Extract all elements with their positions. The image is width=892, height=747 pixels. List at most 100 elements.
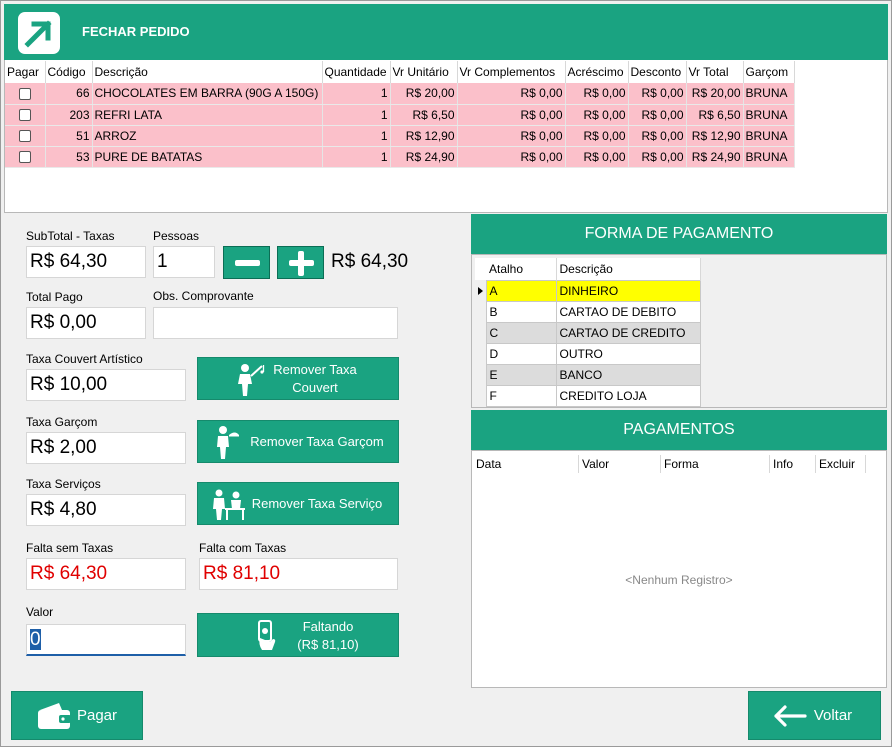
col-valor[interactable]: Valor <box>579 455 661 473</box>
taxa-couvert-field[interactable]: R$ 10,00 <box>26 369 186 401</box>
header-bar: FECHAR PEDIDO <box>4 4 888 60</box>
garcom-cell: BRUNA <box>743 104 795 126</box>
vr-total-cell: R$ 24,90 <box>686 146 744 168</box>
codigo-cell: 203 <box>45 104 93 126</box>
col-data[interactable]: Data <box>473 455 579 473</box>
empty-state-text: <Nenhum Registro> <box>625 573 733 587</box>
atalho-cell: C <box>485 321 557 344</box>
pagar-checkbox[interactable] <box>18 109 31 122</box>
col-atalho[interactable]: Atalho <box>486 258 557 280</box>
table-row[interactable]: 53 PURE DE BATATAS 1 R$ 24,90 R$ 0,00 R$… <box>5 146 795 168</box>
col-descricao[interactable]: Descrição <box>92 61 323 83</box>
remover-couvert-label-1: Remover Taxa <box>273 362 357 377</box>
pagar-checkbox[interactable] <box>18 130 31 143</box>
quantidade-cell: 1 <box>322 125 391 147</box>
remover-taxa-garcom-button[interactable]: Remover Taxa Garçom <box>197 420 399 463</box>
descricao-cell: OUTRO <box>555 342 701 365</box>
table-row[interactable]: 66 CHOCOLATES EM BARRA (90G A 150G) 1 R$… <box>5 83 795 105</box>
garcom-cell: BRUNA <box>743 146 795 168</box>
col-vr-unitario[interactable]: Vr Unitário <box>390 61 458 83</box>
atalho-cell: D <box>485 342 557 365</box>
list-item[interactable]: E BANCO <box>475 363 701 386</box>
order-table: Pagar Código Descrição Quantidade Vr Uni… <box>4 60 888 213</box>
table-row[interactable]: 203 REFRI LATA 1 R$ 6,50 R$ 0,00 R$ 0,00… <box>5 104 795 126</box>
forma-pagamento-table: Atalho Descrição A DINHEIRO B CARTAO DE … <box>471 254 887 408</box>
list-item[interactable]: C CARTAO DE CREDITO <box>475 321 701 344</box>
vr-complementos-cell: R$ 0,00 <box>457 125 566 147</box>
falta-com-taxas-field: R$ 81,10 <box>199 558 398 590</box>
valor-label: Valor <box>26 605 54 619</box>
pagar-label: Pagar <box>76 707 118 724</box>
col-info[interactable]: Info <box>770 455 816 473</box>
remover-servico-label: Remover Taxa Serviço <box>251 496 383 511</box>
col-quantidade[interactable]: Quantidade <box>322 61 391 83</box>
vr-complementos-cell: R$ 0,00 <box>457 83 566 105</box>
arrow-left-icon <box>774 705 807 727</box>
total-pago-label: Total Pago <box>26 290 83 304</box>
app-logo-icon <box>18 12 60 54</box>
desconto-cell: R$ 0,00 <box>628 104 687 126</box>
col-excluir[interactable]: Excluir <box>816 455 866 473</box>
col-desconto[interactable]: Desconto <box>628 61 687 83</box>
desconto-cell: R$ 0,00 <box>628 83 687 105</box>
waiter-icon <box>217 426 239 459</box>
taxa-garcom-label: Taxa Garçom <box>26 415 98 429</box>
valor-input[interactable]: 0 <box>26 624 186 656</box>
codigo-cell: 51 <box>45 125 93 147</box>
total-pago-field[interactable]: R$ 0,00 <box>26 307 146 339</box>
vr-unitario-cell: R$ 6,50 <box>390 104 458 126</box>
table-header-row: Pagar Código Descrição Quantidade Vr Uni… <box>5 61 795 83</box>
falta-com-taxas-label: Falta com Taxas <box>199 541 287 555</box>
voltar-label: Voltar <box>813 707 853 724</box>
list-item[interactable]: A DINHEIRO <box>475 279 701 302</box>
col-descricao[interactable]: Descrição <box>556 258 701 280</box>
vr-unitario-cell: R$ 20,00 <box>390 83 458 105</box>
increase-pessoas-button[interactable] <box>277 246 324 279</box>
phone-payment-icon <box>258 620 276 650</box>
vr-unitario-cell: R$ 24,90 <box>390 146 458 168</box>
pagar-button[interactable]: Pagar <box>11 691 143 740</box>
taxa-servicos-label: Taxa Serviços <box>26 477 101 491</box>
desconto-cell: R$ 0,00 <box>628 125 687 147</box>
list-item[interactable]: D OUTRO <box>475 342 701 365</box>
decrease-pessoas-button[interactable] <box>223 246 270 279</box>
table-row[interactable]: 51 ARROZ 1 R$ 12,90 R$ 0,00 R$ 0,00 R$ 0… <box>5 125 795 147</box>
vr-complementos-cell: R$ 0,00 <box>457 104 566 126</box>
pessoas-field[interactable]: 1 <box>153 246 215 278</box>
col-vr-complementos[interactable]: Vr Complementos <box>457 61 566 83</box>
faltando-button[interactable]: Faltando (R$ 81,10) <box>197 613 399 657</box>
remover-garcom-label: Remover Taxa Garçom <box>250 434 384 449</box>
col-forma[interactable]: Forma <box>661 455 770 473</box>
descricao-cell: CREDITO LOJA <box>555 384 701 407</box>
taxa-servicos-field[interactable]: R$ 4,80 <box>26 494 186 526</box>
atalho-cell: B <box>485 300 557 323</box>
obs-comprovante-input[interactable] <box>153 307 398 339</box>
falta-sem-taxas-label: Falta sem Taxas <box>26 541 114 555</box>
service-icon <box>213 489 245 520</box>
fp-header-row: Atalho Descrição <box>475 258 701 280</box>
list-item[interactable]: F CREDITO LOJA <box>475 384 701 407</box>
remover-taxa-servico-button[interactable]: Remover Taxa Serviço <box>197 482 399 525</box>
garcom-cell: BRUNA <box>743 125 795 147</box>
col-pagar[interactable]: Pagar <box>5 61 46 83</box>
codigo-cell: 53 <box>45 146 93 168</box>
col-garcom[interactable]: Garçom <box>743 61 795 83</box>
remover-taxa-couvert-button[interactable]: Remover Taxa Couvert <box>197 357 399 400</box>
valor-input-text: 0 <box>30 629 41 650</box>
pagar-checkbox[interactable] <box>18 151 31 164</box>
col-codigo[interactable]: Código <box>45 61 93 83</box>
descricao-cell: BANCO <box>555 363 701 386</box>
subtotal-field[interactable]: R$ 64,30 <box>26 246 146 278</box>
taxa-garcom-field[interactable]: R$ 2,00 <box>26 432 186 464</box>
vr-unitario-cell: R$ 12,90 <box>390 125 458 147</box>
col-vr-total[interactable]: Vr Total <box>686 61 744 83</box>
faltando-label-2: (R$ 81,10) <box>297 637 359 652</box>
quantidade-cell: 1 <box>322 146 391 168</box>
atalho-cell: F <box>485 384 557 407</box>
voltar-button[interactable]: Voltar <box>748 691 881 740</box>
pagar-checkbox[interactable] <box>18 88 31 101</box>
row-selector-icon <box>477 286 483 295</box>
col-acrescimo[interactable]: Acréscimo <box>565 61 629 83</box>
list-item[interactable]: B CARTAO DE DEBITO <box>475 300 701 323</box>
atalho-cell: E <box>485 363 557 386</box>
